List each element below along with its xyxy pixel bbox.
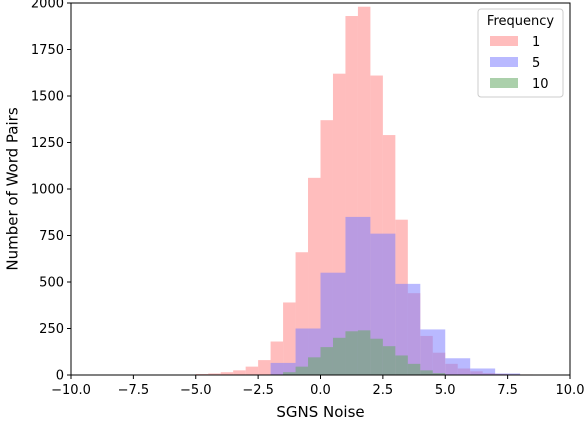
y-tick-label: 1750 xyxy=(31,43,64,58)
y-tick-label: 0 xyxy=(56,369,64,384)
histogram-bar xyxy=(445,358,470,375)
histogram-bar xyxy=(333,338,345,375)
legend-swatch xyxy=(490,36,518,46)
y-tick-label: 250 xyxy=(39,322,64,337)
x-tick-label: 2.5 xyxy=(373,383,394,398)
x-axis-ticks: −10.0 −7.5 −5.0 −2.5 0.0 2.5 5.0 7.5 10.0 xyxy=(51,375,584,398)
legend: Frequency 1 5 10 xyxy=(478,9,563,97)
x-tick-label: 0.0 xyxy=(310,383,331,398)
x-tick-label: −2.5 xyxy=(242,383,274,398)
legend-swatch xyxy=(490,57,518,67)
y-tick-label: 1000 xyxy=(31,183,64,198)
histogram-bar xyxy=(258,360,270,375)
y-tick-label: 500 xyxy=(39,276,64,291)
x-tick-label: 7.5 xyxy=(497,383,518,398)
x-tick-label: −10.0 xyxy=(51,383,91,398)
y-tick-label: 1250 xyxy=(31,136,64,151)
histogram-bar xyxy=(420,329,445,375)
histogram-bar xyxy=(233,370,245,375)
histogram-bar xyxy=(246,367,258,375)
histogram-bar xyxy=(370,339,382,375)
y-tick-label: 1500 xyxy=(31,90,64,105)
y-tick-label: 2000 xyxy=(31,0,64,12)
histogram-bar xyxy=(296,367,308,375)
x-tick-label: 10.0 xyxy=(556,383,584,398)
histogram-bar xyxy=(420,370,432,375)
x-tick-label: 5.0 xyxy=(435,383,456,398)
histogram-bar xyxy=(358,330,370,375)
histogram-bar xyxy=(408,364,420,375)
histogram-bar xyxy=(345,331,357,375)
x-tick-label: −7.5 xyxy=(118,383,150,398)
legend-label: 10 xyxy=(532,77,549,92)
y-axis-ticks: 0 250 500 750 1000 1250 1500 1750 2000 xyxy=(31,0,71,384)
histogram-bar xyxy=(321,347,333,375)
y-tick-label: 750 xyxy=(39,229,64,244)
histogram-bar xyxy=(395,355,407,375)
histogram-bar xyxy=(383,346,395,375)
x-axis-label: SGNS Noise xyxy=(276,403,364,418)
y-axis-label: Number of Word Pairs xyxy=(4,107,22,270)
legend-title: Frequency xyxy=(487,14,554,29)
x-tick-label: −5.0 xyxy=(180,383,212,398)
legend-label: 1 xyxy=(532,35,540,50)
histogram-bar xyxy=(470,368,495,375)
histogram-bar xyxy=(308,357,320,375)
legend-swatch xyxy=(490,78,518,88)
legend-label: 5 xyxy=(532,56,540,71)
